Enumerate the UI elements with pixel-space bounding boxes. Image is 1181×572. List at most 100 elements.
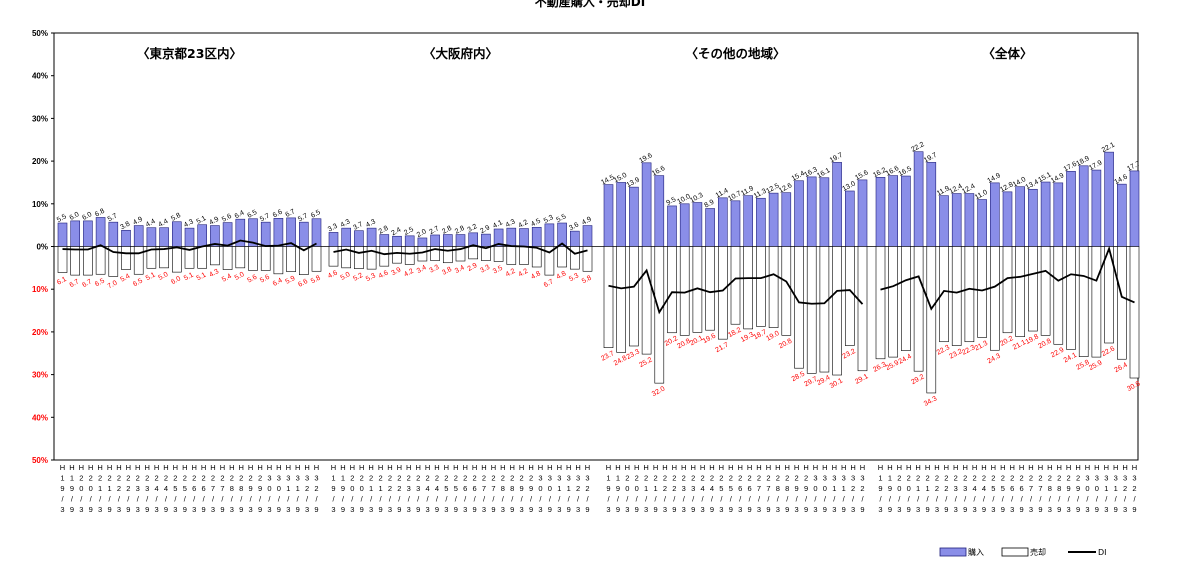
sell-value-label: 34.3	[923, 395, 938, 408]
sell-bar	[273, 246, 284, 275]
buy-value-label: 3.6	[568, 221, 580, 232]
buy-bar	[654, 175, 665, 247]
sell-bar	[806, 246, 817, 374]
x-tick-label: H 3 0/3	[267, 463, 272, 514]
sell-value-label: 30.8	[1126, 380, 1141, 393]
sell-bar	[354, 246, 364, 270]
buy-bar	[121, 229, 131, 247]
x-tick-label: H 3 0/3	[1085, 463, 1090, 514]
x-tick-label: H 2 9/9	[528, 463, 533, 514]
x-tick-label: H 2 7/9	[491, 463, 496, 514]
x-tick-label: H 3 2/3	[1122, 463, 1127, 514]
buy-value-label: 6.7	[284, 208, 296, 219]
x-tick-label: H 2 6/9	[1019, 463, 1024, 514]
buy-bar	[616, 182, 627, 247]
sell-bar	[582, 246, 593, 272]
buy-bar	[519, 228, 529, 247]
x-tick-label: H 2 1/3	[368, 463, 373, 514]
di-line	[62, 239, 317, 255]
buy-value-label: 6.5	[310, 209, 322, 220]
x-tick-label: H 2 4/9	[981, 463, 986, 514]
buy-bar	[379, 234, 390, 247]
y-tick-label: 30%	[32, 114, 48, 123]
sell-bar	[901, 246, 911, 351]
sell-value-label: 20.8	[778, 338, 793, 351]
sell-bar	[641, 246, 652, 355]
x-tick-label: H 2 8/9	[1057, 463, 1062, 514]
buy-value-label: 4.5	[530, 218, 542, 229]
sell-bar	[442, 246, 453, 264]
buy-bar	[641, 162, 652, 247]
sell-value-label: 3.8	[441, 266, 453, 277]
sell-bar	[781, 246, 792, 336]
sell-value-label: 5.8	[581, 275, 593, 286]
sell-value-label: 4.3	[208, 268, 220, 279]
buy-bar	[328, 232, 339, 247]
sell-value-label: 5.0	[157, 271, 169, 282]
x-tick-label: H 2 7/9	[766, 463, 771, 514]
buy-bar	[569, 230, 580, 247]
buy-bar	[806, 176, 817, 247]
buy-bar	[743, 195, 754, 247]
sell-value-label: 32.0	[651, 385, 666, 398]
sell-bar	[1066, 246, 1076, 350]
buy-value-label: 8.9	[703, 199, 715, 210]
sell-bar	[222, 246, 233, 270]
sell-bar	[83, 246, 93, 276]
x-tick-label: H 2 5/9	[453, 463, 458, 514]
sell-value-label: 5.0	[340, 271, 352, 282]
x-tick-label: H 2 3/3	[953, 463, 958, 514]
sell-value-label: 6.1	[56, 276, 68, 287]
y-tick-label: 30%	[32, 371, 48, 380]
sell-value-label: 29.2	[910, 374, 925, 387]
sell-value-label: 6.0	[170, 275, 182, 286]
buy-bar	[184, 227, 195, 247]
buy-bar	[146, 227, 157, 247]
sell-bar	[756, 246, 766, 327]
buy-bar	[964, 193, 975, 247]
y-tick-label: 40%	[32, 72, 48, 81]
buy-value-label: 4.9	[132, 216, 144, 227]
sell-value-label: 4.6	[378, 269, 390, 280]
buy-bar	[417, 237, 428, 247]
sell-value-label: 6.7	[81, 278, 93, 289]
x-tick-label: H 2 0/3	[350, 463, 355, 514]
legend-sell-label: 売却	[1030, 547, 1046, 557]
buy-value-label: 4.4	[145, 218, 157, 229]
sell-bar	[544, 246, 555, 276]
x-tick-label: H 2 7/9	[1038, 463, 1043, 514]
sell-bar	[629, 246, 639, 347]
x-tick-label: H 1 9/3	[878, 463, 883, 514]
buy-bar	[1002, 191, 1013, 247]
buy-bar	[222, 222, 233, 247]
sell-value-label: 3.9	[390, 266, 402, 277]
sell-value-label: 5.6	[246, 274, 258, 285]
x-tick-label: H 3 2/9	[860, 463, 865, 514]
sell-bar	[57, 246, 68, 273]
x-tick-label: H 1 9/3	[606, 463, 611, 514]
di-line	[608, 268, 864, 315]
x-tick-label: H 2 9/9	[803, 463, 808, 514]
x-tick-label: H 2 9/9	[257, 463, 262, 514]
sell-value-label: 6.5	[132, 278, 144, 289]
x-tick-label: H 2 3/9	[690, 463, 695, 514]
sell-value-label: 22.6	[1101, 345, 1116, 358]
sell-value-label: 6.7	[543, 278, 555, 289]
x-tick-label: H 2 7/3	[210, 463, 215, 514]
sell-value-label: 19.6	[702, 333, 717, 346]
sell-bar	[366, 246, 377, 270]
buy-bar	[1117, 183, 1127, 247]
buy-bar	[1015, 186, 1026, 247]
sell-bar	[654, 246, 665, 384]
buy-value-label: 4.2	[517, 219, 529, 230]
y-tick-label: 10%	[32, 200, 48, 209]
buy-value-label: 3.7	[352, 221, 364, 232]
buy-value-label: 6.5	[246, 209, 258, 220]
x-tick-label: H 2 4/3	[154, 463, 159, 514]
sell-value-label: 30.1	[829, 377, 844, 390]
sell-bar	[926, 246, 937, 394]
buy-bar	[57, 222, 68, 247]
buy-bar	[95, 217, 106, 247]
x-tick-label: H 2 0/3	[79, 463, 84, 514]
